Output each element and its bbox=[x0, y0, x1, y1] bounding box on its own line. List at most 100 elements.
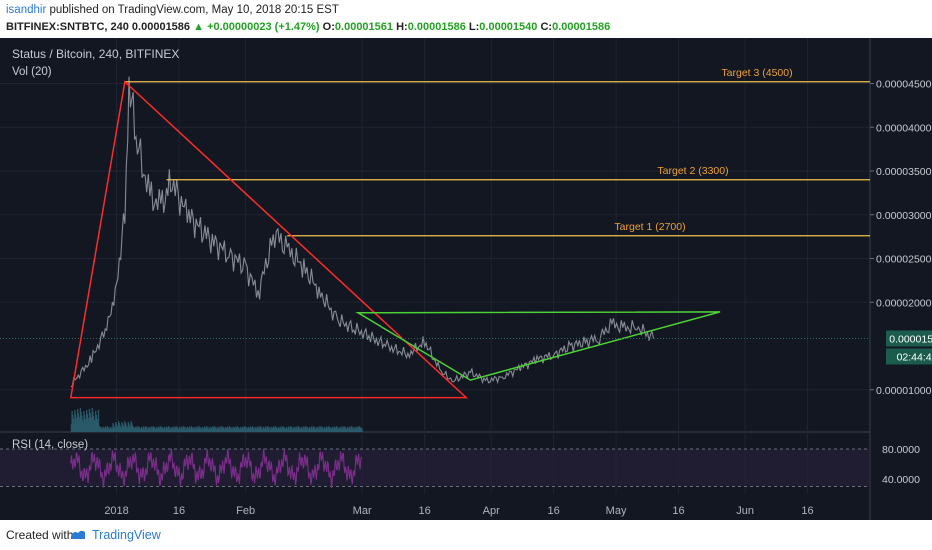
volume-bar bbox=[360, 430, 363, 432]
volume-bar bbox=[281, 427, 283, 432]
volume-bar bbox=[240, 426, 242, 432]
volume-bar bbox=[326, 429, 329, 432]
volume-bar bbox=[115, 422, 117, 432]
volume-bar bbox=[206, 426, 208, 432]
time-axis-background bbox=[0, 500, 932, 520]
volume-bar bbox=[283, 428, 285, 432]
volume-bar bbox=[355, 429, 357, 432]
volume-bar bbox=[90, 421, 93, 432]
volume-bar bbox=[227, 429, 229, 432]
volume-bar bbox=[262, 428, 264, 432]
volume-bar bbox=[90, 417, 92, 432]
open-label: O: bbox=[322, 21, 335, 33]
volume-bar bbox=[233, 429, 235, 432]
volume-bar bbox=[316, 426, 318, 432]
volume-bar bbox=[220, 427, 222, 432]
volume-bar bbox=[308, 428, 310, 432]
volume-bar bbox=[186, 426, 188, 432]
volume-bar bbox=[176, 427, 179, 432]
volume-bar bbox=[274, 427, 276, 432]
author-link[interactable]: isandhir bbox=[6, 4, 47, 16]
volume-bar bbox=[122, 426, 125, 432]
volume-bar bbox=[148, 426, 150, 432]
volume-bar bbox=[103, 429, 105, 432]
volume-bar bbox=[75, 418, 77, 432]
volume-bar bbox=[319, 429, 321, 432]
volume-bar bbox=[215, 430, 218, 432]
volume-bar bbox=[180, 428, 182, 432]
volume-bar bbox=[276, 430, 279, 432]
volume-bar bbox=[273, 429, 275, 432]
volume-bar bbox=[86, 410, 88, 432]
volume-bar bbox=[294, 429, 296, 432]
volume-bar bbox=[271, 428, 274, 432]
volume-bar bbox=[77, 413, 80, 432]
volume-bar bbox=[106, 426, 109, 432]
volume-bar bbox=[128, 424, 130, 432]
volume-bar bbox=[359, 428, 361, 432]
volume-bar bbox=[358, 426, 360, 432]
volume-bar bbox=[252, 428, 254, 432]
volume-bar bbox=[289, 427, 291, 432]
volume-bar bbox=[203, 428, 205, 432]
volume-bar bbox=[79, 421, 81, 432]
volume-bar bbox=[259, 426, 261, 432]
volume-bar bbox=[317, 429, 319, 432]
volume-bar bbox=[156, 429, 159, 432]
volume-bar bbox=[81, 420, 84, 432]
volume-bar bbox=[247, 426, 249, 432]
volume-bar bbox=[181, 426, 183, 432]
volume-bar bbox=[293, 426, 295, 432]
x-tick-label: May bbox=[606, 505, 627, 517]
volume-bar bbox=[326, 426, 328, 432]
volume-bar bbox=[133, 426, 135, 432]
volume-bar bbox=[342, 427, 345, 432]
volume-bar bbox=[178, 428, 180, 432]
volume-bar bbox=[111, 429, 113, 432]
volume-bar bbox=[295, 426, 297, 432]
tradingview-brand[interactable]: TradingView bbox=[92, 528, 161, 542]
volume-bar bbox=[219, 429, 222, 432]
volume-bar bbox=[72, 419, 75, 432]
volume-bar bbox=[305, 426, 307, 432]
volume-bar bbox=[195, 428, 197, 432]
volume-bar bbox=[118, 423, 120, 432]
volume-bar bbox=[253, 430, 256, 432]
volume-bar bbox=[95, 411, 97, 432]
volume-bar bbox=[201, 428, 203, 432]
y-tick-label: 0.00002500 bbox=[876, 254, 932, 266]
volume-bar bbox=[330, 428, 333, 432]
volume-bar bbox=[93, 420, 95, 432]
volume-bar bbox=[178, 426, 181, 432]
volume-bar bbox=[111, 428, 113, 432]
volume-bar bbox=[308, 426, 311, 432]
countdown-tag bbox=[886, 348, 932, 365]
volume-bar bbox=[169, 427, 171, 432]
volume-bar bbox=[298, 428, 300, 432]
volume-bar bbox=[312, 427, 314, 432]
volume-bar bbox=[202, 429, 204, 432]
volume-bar bbox=[89, 413, 91, 432]
volume-bar bbox=[182, 427, 184, 432]
volume-bar bbox=[319, 427, 322, 432]
volume-bar bbox=[115, 424, 118, 432]
volume-bar bbox=[130, 421, 132, 432]
volume-bar bbox=[234, 426, 236, 432]
volume-bar bbox=[311, 429, 313, 432]
volume-bar bbox=[98, 427, 100, 432]
volume-bar bbox=[280, 426, 282, 432]
volume-bar bbox=[81, 416, 83, 432]
volume-bar bbox=[116, 426, 118, 432]
volume-bar bbox=[242, 429, 245, 432]
volume-bar bbox=[200, 430, 202, 432]
volume-bar bbox=[126, 429, 129, 432]
volume-bar bbox=[285, 428, 287, 432]
volume-bar bbox=[292, 428, 295, 432]
low-value: 0.00001540 bbox=[479, 21, 538, 33]
chart-area[interactable]: 2018 16 Feb Mar 16 Apr 16 May 16 Jun 16 0.00004500 0… bbox=[0, 38, 932, 520]
volume-bar bbox=[313, 428, 315, 432]
rsi-label: RSI (14, close) bbox=[12, 439, 88, 451]
volume-bar bbox=[87, 418, 89, 432]
volume-bar bbox=[301, 426, 303, 432]
volume-bar bbox=[149, 429, 151, 432]
